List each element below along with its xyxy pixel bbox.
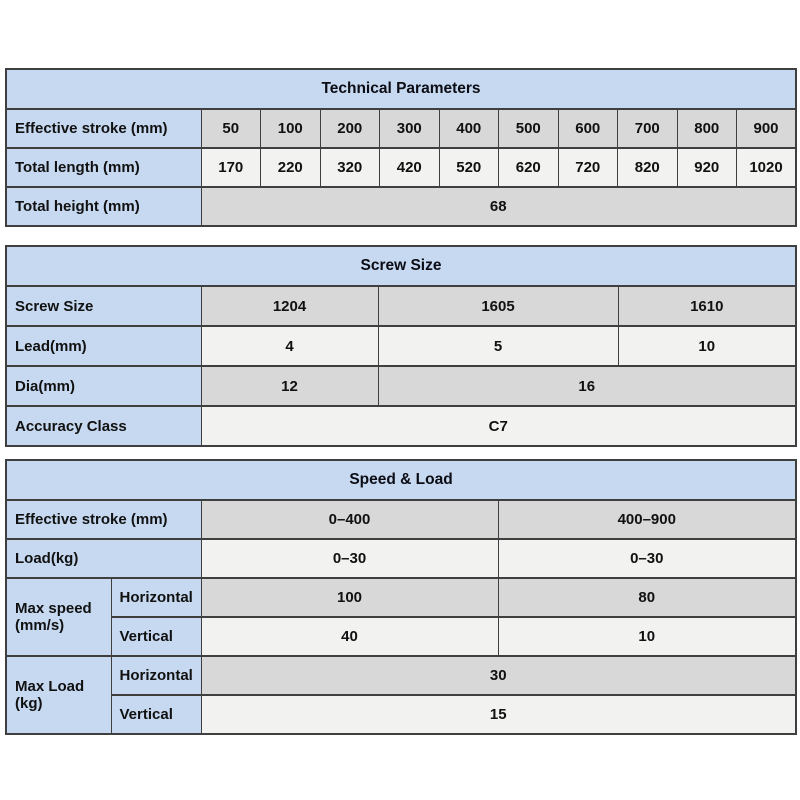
row-label-accuracy-class: Accuracy Class [5,405,202,447]
value-cell: 1605 [377,285,619,327]
value-cell: 10 [497,616,797,657]
value-cell: 10 [617,325,797,367]
value-cell: 420 [379,147,440,188]
value-cell: 100 [260,108,321,149]
value-cell: 4 [200,325,379,367]
value-cell: 40 [200,616,499,657]
value-cell: 1204 [200,285,379,327]
row-label-total-height: Total height (mm) [5,186,202,227]
table-title-speed-load: Speed & Load [5,459,797,501]
value-cell: 320 [319,147,380,188]
value-cell: 50 [200,108,261,149]
row-label-total-length: Total length (mm) [5,147,202,188]
sub-label-vertical: Vertical [110,616,202,657]
table-row: Load(kg) 0–30 0–30 [5,538,797,579]
value-cell: 0–400 [200,499,499,540]
value-cell: 720 [557,147,618,188]
sub-label-horizontal: Horizontal [110,577,202,618]
value-cell: 300 [379,108,440,149]
table-row: Max speed (mm/s) Horizontal 100 80 [5,577,797,657]
row-label-dia: Dia(mm) [5,365,202,407]
row-label-lead: Lead(mm) [5,325,202,367]
value-cell: 820 [617,147,678,188]
row-label-max-load: Max Load (kg) [5,655,112,735]
value-cell: 100 [200,577,499,618]
row-label-load: Load(kg) [5,538,202,579]
value-cell: 15 [200,694,797,735]
value-cell: 170 [200,147,261,188]
value-cell: 200 [319,108,380,149]
value-cell: 220 [260,147,321,188]
table-row: Effective stroke (mm) 50 100 200 300 400… [5,108,797,149]
value-cell: 600 [557,108,618,149]
table-row: Lead(mm) 4 5 10 [5,325,797,367]
row-label-max-speed: Max speed (mm/s) [5,577,112,657]
value-cell: 68 [200,186,797,227]
table-title-screw-size: Screw Size [5,245,797,287]
value-cell: 400–900 [497,499,797,540]
value-cell: 800 [676,108,737,149]
table-row: Max Load (kg) Horizontal 30 [5,655,797,735]
value-cell: 620 [498,147,559,188]
value-cell: 30 [200,655,797,696]
value-cell: 80 [497,577,797,618]
value-cell: 700 [617,108,678,149]
table-row: Dia(mm) 12 16 [5,365,797,407]
table-row: Screw Size 1204 1605 1610 [5,285,797,327]
table-row: Vertical 15 [6,694,797,735]
speed-load-table: Speed & Load Effective stroke (mm) 0–400… [5,459,798,735]
value-cell: 920 [676,147,737,188]
value-cell: 500 [498,108,559,149]
row-label-screw-size: Screw Size [5,285,202,327]
value-cell: 900 [736,108,797,149]
sub-label-vertical: Vertical [110,694,202,735]
table-row: Total length (mm) 170 220 320 420 520 62… [5,147,797,188]
table-row: Accuracy Class C7 [5,405,797,447]
value-cell: 5 [377,325,619,367]
sub-label-horizontal: Horizontal [110,655,202,696]
value-cell: 0–30 [200,538,499,579]
value-cell: 1610 [617,285,797,327]
table-row: Effective stroke (mm) 0–400 400–900 [5,499,797,540]
value-cell: 0–30 [497,538,797,579]
table-row: Vertical 40 10 [6,616,797,657]
value-cell: C7 [200,405,797,447]
value-cell: 1020 [736,147,797,188]
table-row: Total height (mm) 68 [5,186,797,227]
row-label-effective-stroke: Effective stroke (mm) [5,499,202,540]
value-cell: 16 [377,365,797,407]
value-cell: 520 [438,147,499,188]
technical-parameters-table: Technical Parameters Effective stroke (m… [5,68,797,227]
table-title-technical-parameters: Technical Parameters [5,68,797,110]
row-label-effective-stroke: Effective stroke (mm) [5,108,202,149]
value-cell: 12 [200,365,379,407]
screw-size-table: Screw Size Screw Size 1204 1605 1610 Lea… [5,245,797,447]
value-cell: 400 [438,108,499,149]
